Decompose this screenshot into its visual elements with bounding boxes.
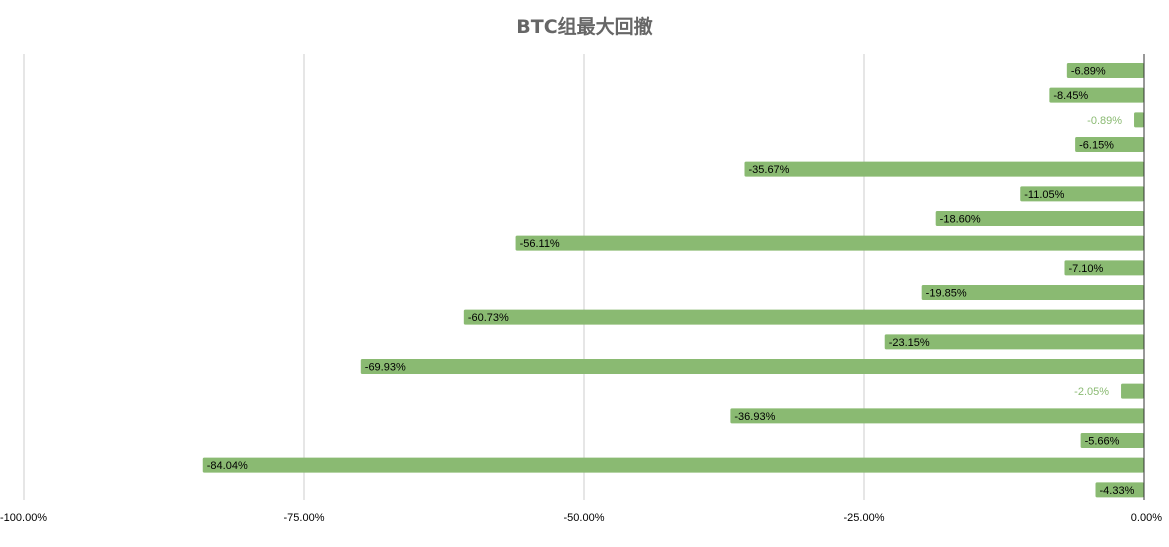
data-label: -8.45% <box>1053 90 1088 102</box>
bar <box>921 285 1144 300</box>
chart-title: BTC组最大回撤 <box>516 16 653 38</box>
bar <box>884 334 1144 350</box>
bar <box>360 359 1144 374</box>
x-tick-label: -100.00% <box>0 512 47 524</box>
bar <box>463 309 1145 325</box>
bar <box>1134 112 1144 128</box>
bar <box>1080 433 1144 448</box>
data-label: -56.11% <box>520 238 560 250</box>
bar <box>1066 63 1144 78</box>
data-label: -84.04% <box>207 460 248 472</box>
bar <box>730 408 1144 424</box>
data-label: -6.89% <box>1071 66 1106 78</box>
data-label: -19.85% <box>926 288 967 300</box>
data-label: -18.60% <box>940 214 981 226</box>
x-tick-label: 0.00% <box>1131 512 1162 524</box>
bar <box>1075 137 1144 152</box>
bar <box>202 457 1144 473</box>
data-label: -6.15% <box>1079 140 1114 152</box>
data-label: -36.93% <box>734 411 775 423</box>
bar <box>744 161 1144 177</box>
data-label: -5.66% <box>1085 436 1120 448</box>
bar <box>935 211 1144 226</box>
data-label: -7.10% <box>1068 263 1103 275</box>
bar <box>515 235 1144 251</box>
data-label: -0.89% <box>1087 115 1122 127</box>
data-label: -35.67% <box>748 164 789 176</box>
x-tick-label: -50.00% <box>564 512 605 524</box>
data-label: -69.93% <box>365 362 406 374</box>
bar <box>1064 260 1144 276</box>
data-label: -60.73% <box>468 312 509 324</box>
data-label: -2.05% <box>1074 386 1109 398</box>
x-tick-label: -75.00% <box>284 512 325 524</box>
bar <box>1049 87 1144 103</box>
data-label: -4.33% <box>1100 485 1135 497</box>
bar <box>1020 186 1144 202</box>
data-label: -23.15% <box>889 337 930 349</box>
bar <box>1121 383 1144 399</box>
x-tick-label: -25.00% <box>844 512 885 524</box>
bar <box>1095 482 1144 498</box>
data-label: -11.05% <box>1024 189 1064 201</box>
